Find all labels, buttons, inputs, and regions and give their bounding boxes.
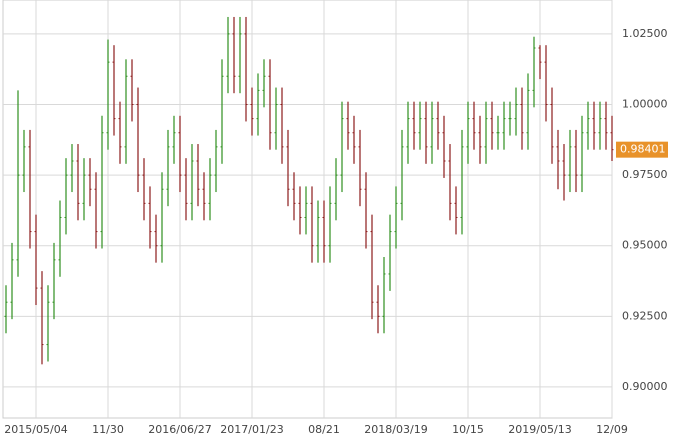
x-tick-label: 2015/05/04 <box>4 423 67 436</box>
y-tick-label: 0.90000 <box>622 380 668 393</box>
x-tick-label: 2016/06/27 <box>148 423 211 436</box>
y-tick-label: 1.00000 <box>622 98 668 111</box>
x-tick-label: 2017/01/23 <box>220 423 283 436</box>
y-tick-label: 1.02500 <box>622 27 668 40</box>
y-tick-label: 0.92500 <box>622 309 668 322</box>
x-tick-label: 12/09 <box>596 423 628 436</box>
x-tick-label: 2019/05/13 <box>508 423 571 436</box>
x-tick-label: 11/30 <box>92 423 124 436</box>
last-price-box <box>616 141 668 158</box>
x-tick-label: 2018/03/19 <box>364 423 427 436</box>
y-tick-label: 0.95000 <box>622 239 668 252</box>
last-price-label: 0.98401 <box>620 143 666 156</box>
plot-area <box>2 0 613 419</box>
y-tick-label: 0.97500 <box>622 168 668 181</box>
x-tick-label: 10/15 <box>452 423 484 436</box>
x-tick-label: 08/21 <box>308 423 340 436</box>
